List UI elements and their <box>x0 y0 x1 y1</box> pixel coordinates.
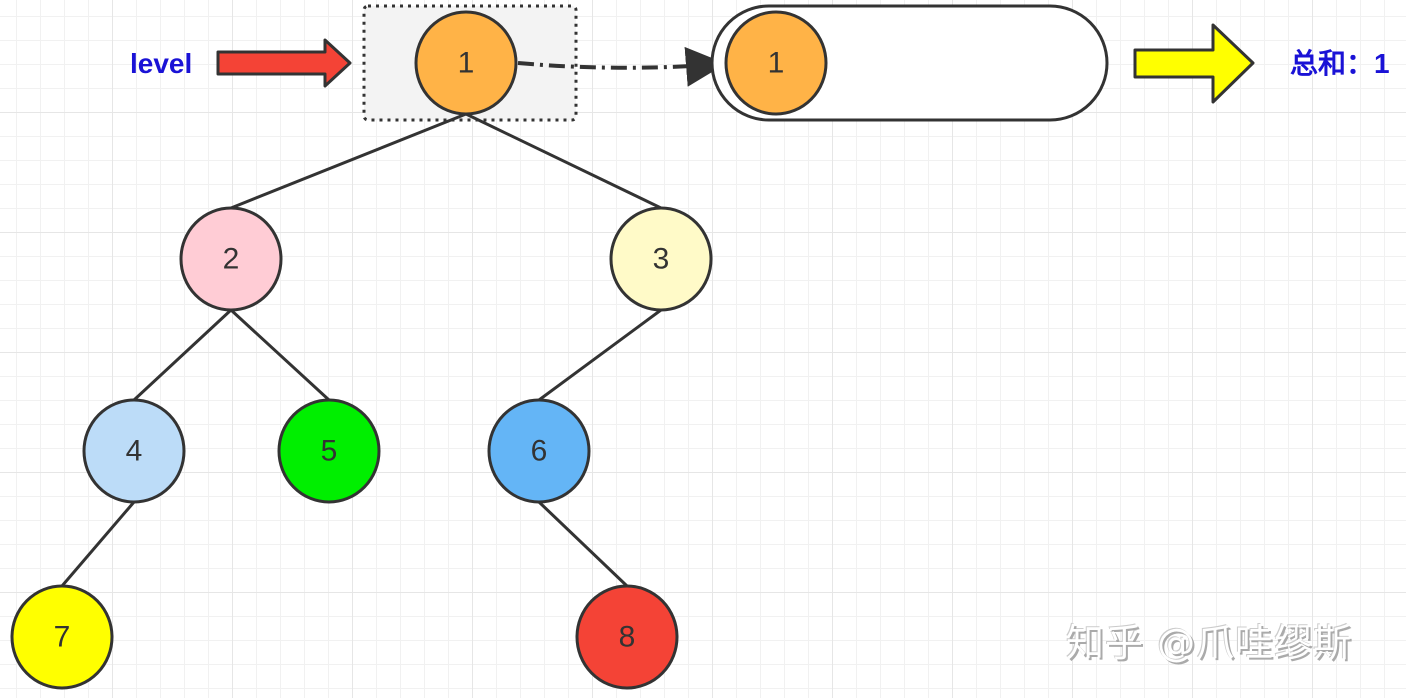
watermark: 知乎 @爪哇缪斯 <box>1066 621 1353 665</box>
tree-node-4-label: 4 <box>126 435 143 468</box>
tree-node-2: 2 <box>179 206 283 312</box>
tree-node-4: 4 <box>82 398 186 504</box>
tree-node-5-label: 5 <box>321 435 338 468</box>
tree-node-1-label: 1 <box>458 47 475 80</box>
queue-node-1: 1 <box>724 10 828 116</box>
tree-node-8: 8 <box>575 584 679 690</box>
sum-arrow-icon <box>1133 23 1255 104</box>
tree-edge-1-2 <box>230 112 467 210</box>
tree-node-8-label: 8 <box>619 621 636 654</box>
tree-node-7-label: 7 <box>54 621 71 654</box>
tree-node-4-circle <box>82 398 186 504</box>
tree-node-6: 6 <box>487 398 591 504</box>
tree-node-7: 7 <box>10 584 114 690</box>
tree-edge-2-4 <box>132 308 233 402</box>
tree-node-8-circle <box>575 584 679 690</box>
tree-node-5-circle <box>277 398 381 504</box>
level-label: level <box>130 48 192 79</box>
tree-node-3: 3 <box>609 206 713 312</box>
sum-label: 总和：1 <box>1290 48 1390 79</box>
tree-node-3-label: 3 <box>653 243 670 276</box>
tree-node-5: 5 <box>277 398 381 504</box>
tree-edge-4-7 <box>60 501 136 587</box>
tree-node-7-circle <box>10 584 114 690</box>
tree-edge-6-8 <box>537 500 629 588</box>
tree-node-2-circle <box>179 206 283 312</box>
tree-node-1-circle <box>414 10 518 116</box>
tree-node-6-circle <box>487 398 591 504</box>
tree-edge-2-5 <box>229 308 331 402</box>
enqueue-dashed-arrow <box>517 46 726 87</box>
tree-node-3-circle <box>609 206 713 312</box>
tree-node-6-label: 6 <box>531 435 548 468</box>
queue-node-1-label: 1 <box>768 47 785 80</box>
tree-edge-3-6 <box>538 308 662 402</box>
tree-node-1: 1 <box>414 10 518 116</box>
tree-node-2-label: 2 <box>223 243 240 276</box>
level-arrow-icon <box>216 38 352 88</box>
tree-edge-1-3 <box>465 112 662 210</box>
queue-node-1-circle <box>724 10 828 116</box>
